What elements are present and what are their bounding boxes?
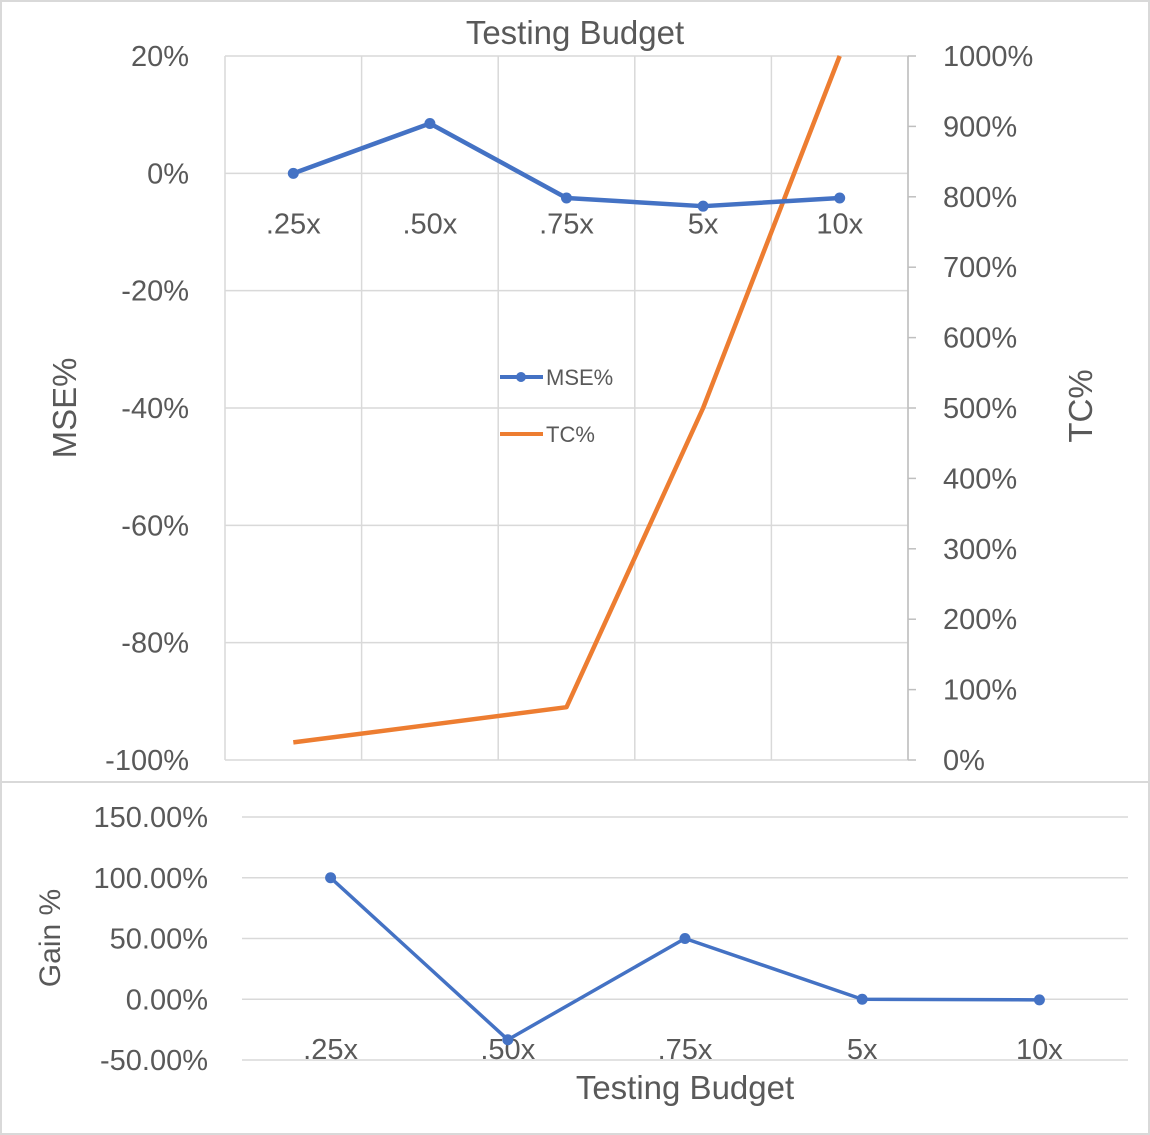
- mse-tick-label: -80%: [121, 628, 189, 660]
- gain-data-point: [856, 993, 868, 1005]
- gain-tick-label: 150.00%: [94, 802, 209, 834]
- top-category-label: 5x: [688, 208, 719, 240]
- tc-tick-label: 0%: [943, 745, 985, 777]
- mse-tick-label: -60%: [121, 510, 189, 542]
- top-chart-title: Testing Budget: [466, 14, 684, 51]
- gain-axis-ticks: 150.00% 100.00% 50.00% 0.00% -50.00%: [94, 802, 209, 1077]
- top-category-label: 10x: [816, 208, 863, 240]
- gain-tick-label: 0.00%: [126, 984, 208, 1016]
- gain-tick-label: -50.00%: [100, 1045, 208, 1077]
- top-category-label: .50x: [402, 208, 457, 240]
- mse-data-point: [834, 192, 846, 204]
- mse-data-point: [287, 167, 299, 179]
- mse-tick-label: -20%: [121, 276, 189, 308]
- bottom-grid: [242, 816, 1128, 1061]
- gain-data-point: [679, 933, 691, 944]
- top-series: [287, 55, 846, 745]
- gain-data-point: [1033, 994, 1045, 1006]
- mse-tc-chart: Testing Budget 20% 0% -20% -40% -60% -80% -100…: [46, 14, 1099, 777]
- gain-tick-label: 100.00%: [94, 863, 209, 895]
- tc-tick-label: 1000%: [943, 41, 1033, 73]
- mse-data-point: [697, 200, 709, 212]
- tc-tick-label: 100%: [943, 675, 1017, 707]
- legend-tc-label: TC%: [546, 422, 595, 447]
- gain-data-point: [325, 872, 337, 884]
- bottom-category-label: 10x: [1016, 1034, 1063, 1066]
- tc-tick-label: 600%: [943, 323, 1017, 355]
- mse-tick-label: -100%: [105, 745, 189, 777]
- bottom-category-label: .75x: [658, 1034, 713, 1066]
- top-category-labels: .25x .50x .75x 5x 10x: [266, 208, 864, 240]
- tc-tick-label: 200%: [943, 604, 1017, 636]
- legend-mse-label: MSE%: [546, 365, 613, 390]
- gain-tick-label: 50.00%: [110, 924, 208, 956]
- bottom-category-label: 5x: [847, 1034, 878, 1066]
- top-category-label: .75x: [539, 208, 594, 240]
- tc-axis-ticks: 1000% 900% 800% 700% 600% 500% 400% 300% 200% 100…: [943, 41, 1033, 777]
- bottom-category-label: .25x: [303, 1034, 358, 1066]
- gain-chart: 150.00%100.00%50.00%0.00%-50.00% .25x .50…: [34, 802, 1128, 1106]
- legend: MSE% TC%: [500, 365, 613, 447]
- gain-axis-title: Gain %: [34, 889, 67, 987]
- mse-tick-label: 0%: [147, 158, 189, 190]
- tc-tick-label: 700%: [943, 252, 1017, 284]
- bottom-x-axis-title: Testing Budget: [576, 1069, 794, 1106]
- legend-mse-marker: [516, 372, 526, 382]
- mse-axis-ticks: 20% 0% -20% -40% -60% -80% -100%: [105, 41, 189, 777]
- mse-axis-title: MSE%: [46, 358, 83, 459]
- mse-data-point: [561, 192, 572, 204]
- tc-tick-label: 300%: [943, 534, 1017, 566]
- tc-tick-label: 800%: [943, 182, 1017, 214]
- tc-axis-title: TC%: [1062, 369, 1099, 442]
- mse-tick-label: 20%: [131, 41, 189, 73]
- tc-tick-label: 500%: [943, 393, 1017, 425]
- mse-tick-label: -40%: [121, 393, 189, 425]
- top-category-label: .25x: [266, 208, 321, 240]
- tc-tick-label: 400%: [943, 463, 1017, 495]
- gain-data-point: [502, 1034, 514, 1046]
- mse-data-point: [424, 117, 436, 129]
- tc-tick-label: 900%: [943, 111, 1017, 143]
- tc-series-line: [293, 55, 842, 745]
- bottom-series: [325, 872, 1045, 1046]
